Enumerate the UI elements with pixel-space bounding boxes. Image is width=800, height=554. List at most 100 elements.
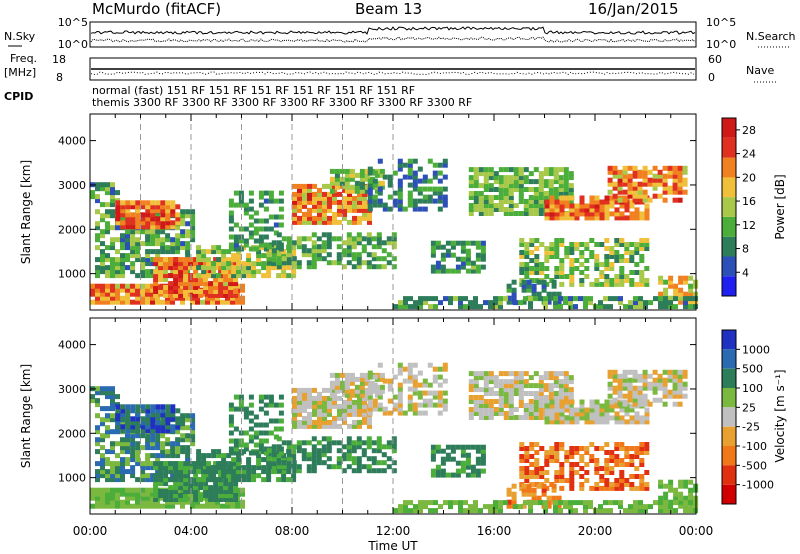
- power-cell: [392, 190, 398, 196]
- velocity-cell: [135, 495, 140, 501]
- velocity-cell: [223, 489, 229, 494]
- power-colorbar-block: [722, 216, 736, 237]
- velocity-cell: [518, 379, 524, 385]
- power-cell: [493, 304, 498, 310]
- power-cell: [336, 252, 342, 258]
- velocity-cell: [634, 411, 640, 417]
- power-cell: [246, 273, 252, 279]
- power-cell: [619, 258, 625, 263]
- velocity-cell: [153, 481, 159, 487]
- velocity-cell: [170, 499, 175, 505]
- velocity-cell: [233, 394, 239, 400]
- power-cell: [498, 167, 504, 173]
- power-cell: [521, 283, 527, 289]
- velocity-cell: [140, 465, 146, 471]
- velocity-cell: [488, 411, 494, 416]
- velocity-cell: [644, 450, 650, 455]
- velocity-cell: [554, 407, 560, 413]
- velocity-cell: [110, 477, 115, 483]
- power-cell: [273, 230, 279, 236]
- velocity-cell: [381, 460, 387, 466]
- velocity-cell: [233, 485, 239, 491]
- velocity-cell: [271, 469, 277, 475]
- velocity-cell: [377, 362, 383, 368]
- velocity-cell: [201, 461, 207, 467]
- velocity-cell: [183, 465, 189, 471]
- velocity-cell: [362, 395, 367, 401]
- velocity-cell: [366, 440, 372, 446]
- power-cell: [125, 257, 130, 263]
- velocity-cell: [528, 407, 534, 412]
- power-cell: [498, 304, 503, 310]
- velocity-cell: [397, 366, 403, 372]
- velocity-cell: [549, 411, 555, 417]
- velocity-cell: [455, 444, 461, 450]
- power-cell: [653, 296, 658, 302]
- power-cell: [488, 304, 493, 310]
- velocity-cell: [248, 418, 254, 424]
- velocity-cell: [442, 362, 448, 368]
- velocity-cell: [185, 437, 191, 443]
- velocity-cell: [634, 419, 640, 425]
- velocity-cell: [231, 469, 237, 475]
- velocity-cell: [357, 395, 362, 401]
- power-cell: [508, 191, 514, 196]
- power-cell: [617, 173, 623, 179]
- power-cell: [376, 232, 382, 238]
- power-cell: [422, 178, 428, 184]
- power-cell: [639, 242, 645, 247]
- velocity-cell: [475, 468, 481, 474]
- power-cell: [583, 304, 588, 310]
- power-cell: [158, 269, 164, 275]
- power-cell: [584, 258, 590, 263]
- power-cell: [678, 295, 684, 301]
- power-cell: [356, 240, 362, 246]
- power-cell: [173, 257, 179, 263]
- velocity-cell: [359, 380, 365, 386]
- power-cell: [130, 216, 136, 222]
- power-cell: [160, 245, 166, 251]
- velocity-cell: [450, 472, 456, 478]
- velocity-cell: [125, 404, 131, 410]
- velocity-cell: [465, 460, 471, 466]
- velocity-cell: [549, 399, 555, 405]
- velocity-cell: [216, 453, 222, 459]
- power-cell: [266, 260, 272, 266]
- power-cell: [614, 211, 620, 217]
- power-cell: [135, 291, 140, 297]
- power-cell: [483, 203, 489, 208]
- velocity-cell: [292, 423, 297, 429]
- power-cell: [230, 299, 235, 305]
- power-cell: [657, 169, 663, 175]
- velocity-cell: [150, 465, 156, 471]
- power-cell: [498, 207, 504, 212]
- power-cell: [216, 257, 222, 263]
- velocity-cell: [513, 383, 519, 389]
- velocity-cell: [206, 469, 212, 475]
- velocity-cell: [662, 389, 668, 395]
- power-cell: [178, 289, 184, 294]
- power-cell: [397, 202, 403, 208]
- velocity-cell: [584, 462, 590, 467]
- velocity-cell: [302, 395, 307, 401]
- power-cell: [371, 256, 377, 262]
- velocity-cell: [302, 399, 307, 405]
- velocity-cell: [301, 452, 307, 458]
- velocity-cell: [544, 415, 550, 421]
- velocity-cell: [652, 389, 658, 395]
- velocity-cell: [564, 415, 570, 421]
- velocity-cell: [563, 383, 569, 389]
- velocity-cell: [322, 415, 327, 421]
- velocity-cell: [100, 386, 105, 392]
- velocity-cell: [639, 415, 645, 421]
- power-cell: [183, 289, 189, 294]
- power-cell: [488, 300, 493, 306]
- power-cell: [115, 273, 120, 279]
- power-cell: [281, 269, 287, 275]
- velocity-cell: [286, 448, 292, 454]
- power-cell: [677, 173, 683, 179]
- power-cell: [544, 203, 550, 209]
- velocity-cell: [584, 415, 590, 421]
- power-cell: [168, 261, 174, 267]
- velocity-cell: [553, 371, 559, 377]
